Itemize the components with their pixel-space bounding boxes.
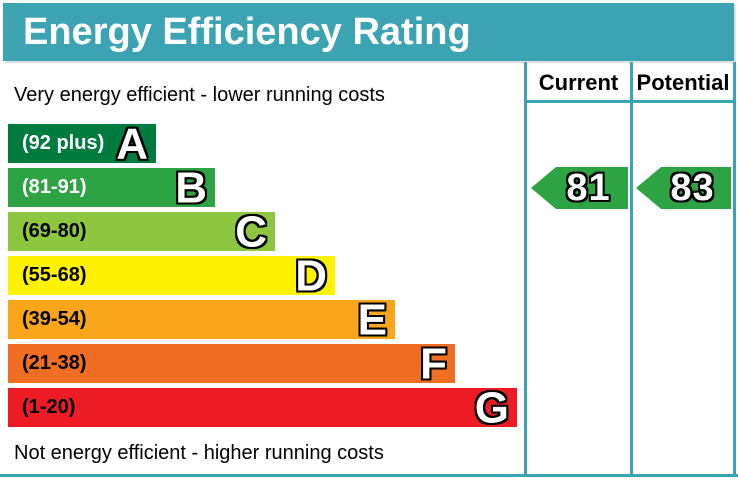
caption-not-efficient: Not energy efficient - higher running co… [14, 442, 384, 464]
current-rating-value: 81 [566, 166, 611, 209]
band-range-label: (55-68) [22, 264, 87, 286]
header-separator-line [524, 100, 736, 103]
band-letter: B [175, 163, 207, 212]
table-border-bottom [0, 474, 738, 477]
band-row-f: (21-38) F [8, 339, 455, 388]
caption-very-efficient: Very energy efficient - lower running co… [14, 84, 385, 106]
table-border-left [524, 62, 527, 474]
table-border-middle [630, 62, 633, 474]
band-range-label: (21-38) [22, 352, 87, 374]
band-row-e: (39-54) E [8, 295, 395, 344]
band-letter: D [295, 251, 327, 300]
band-letter: G [474, 383, 509, 432]
current-column-header: Current [538, 70, 619, 95]
current-rating-arrow: 81 [531, 167, 628, 209]
band-row-d: (55-68) D [8, 251, 335, 300]
band-list: (92 plus) A (81-91) B (69-80) C (55-68) … [8, 119, 524, 432]
band-letter: E [357, 295, 387, 344]
band-range-label: (92 plus) [22, 132, 105, 154]
band-range-label: (39-54) [22, 308, 87, 330]
potential-column-header: Potential [636, 70, 730, 95]
band-letter: A [116, 119, 148, 168]
potential-rating-arrow: 83 [636, 167, 731, 209]
band-range-label: (81-91) [22, 176, 87, 198]
page-title: Energy Efficiency Rating [23, 10, 471, 53]
page-title-banner: Energy Efficiency Rating [3, 3, 734, 61]
band-range-label: (69-80) [22, 220, 87, 242]
potential-rating-value: 83 [670, 166, 715, 209]
band-row-b: (81-91) B [8, 163, 215, 212]
band-row-g: (1-20) G [8, 383, 517, 432]
table-border-right [733, 62, 736, 474]
band-row-a: (92 plus) A [8, 119, 156, 168]
band-row-c: (69-80) C [8, 207, 275, 256]
band-range-label: (1-20) [22, 396, 76, 418]
band-letter: C [235, 207, 267, 256]
band-letter: F [420, 339, 447, 388]
